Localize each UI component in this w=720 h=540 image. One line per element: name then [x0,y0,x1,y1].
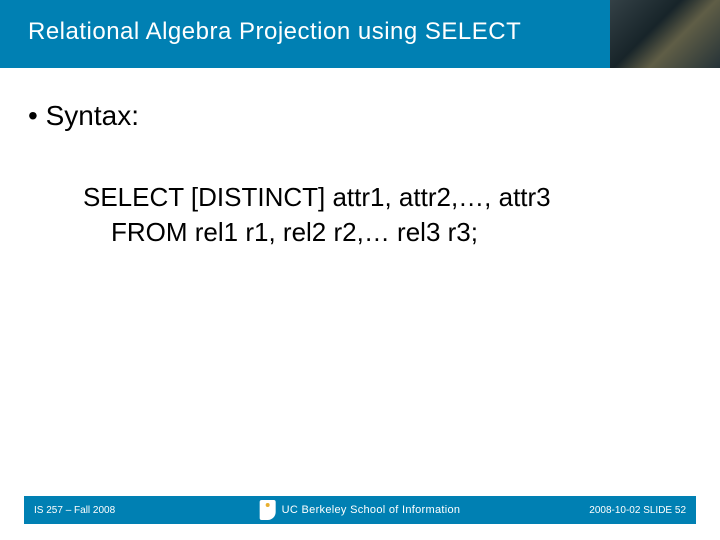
syntax-line-2: FROM rel1 r1, rel2 r2,… rel3 r3; [111,215,692,250]
bullet-syntax: Syntax: [28,100,692,132]
footer-center: UC Berkeley School of Information [260,500,461,520]
content-area: Syntax: SELECT [DISTINCT] attr1, attr2,…… [28,100,692,250]
footer-institution-label: UC Berkeley School of Information [282,504,461,516]
footer-date-slide-label: 2008-10-02 SLIDE 52 [589,505,686,516]
berkeley-logo-icon [260,500,276,520]
footer-bar: IS 257 – Fall 2008 UC Berkeley School of… [24,496,696,524]
syntax-block: SELECT [DISTINCT] attr1, attr2,…, attr3 … [83,180,692,250]
syntax-line-1: SELECT [DISTINCT] attr1, attr2,…, attr3 [83,180,692,215]
footer-course-label: IS 257 – Fall 2008 [34,505,115,516]
header-decorative-image [610,0,720,68]
slide-title: Relational Algebra Projection using SELE… [28,18,521,46]
